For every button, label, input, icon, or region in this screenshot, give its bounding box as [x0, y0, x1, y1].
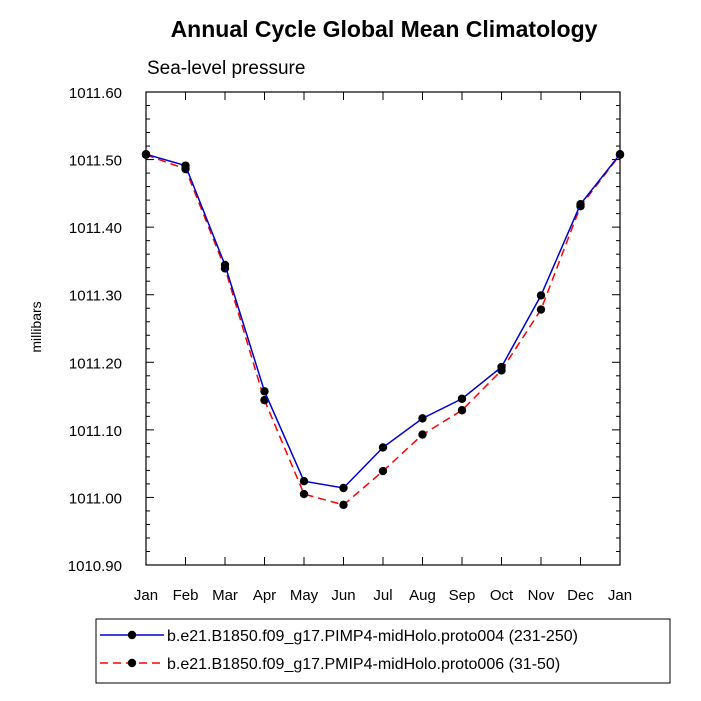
x-tick-label: Mar	[212, 587, 238, 604]
plot-frame	[145, 91, 621, 566]
series-1-point	[378, 443, 388, 452]
x-tick-label: Aug	[409, 587, 436, 604]
series-1-point	[260, 387, 269, 396]
series-1-point	[339, 483, 348, 493]
y-tick-label: 1011.40	[69, 220, 122, 237]
y-tick-label: 1011.20	[69, 355, 122, 372]
x-tick-label: May	[290, 587, 319, 604]
x-tick-label: Jun	[331, 587, 355, 604]
series-line-2	[145, 154, 621, 506]
series-1-point	[299, 477, 309, 486]
legend: b.e21.B1850.f09_g17.PIMP4-midHolo.proto0…	[95, 618, 671, 684]
x-tick-label: Jul	[373, 587, 392, 604]
series-2-point	[536, 305, 546, 314]
x-tick-label: Oct	[490, 587, 514, 604]
series-2-point	[260, 395, 269, 405]
tick-labels: Jan Feb Mar Apr May Jun Jul Aug Sep Oct Nov Dec Jan 1…	[68, 85, 632, 604]
series-2-point	[299, 489, 309, 499]
chart-title: Annual Cycle Global Mean Climatology	[171, 16, 598, 42]
y-tick-label: 1011.30	[69, 288, 122, 305]
series-1-point	[220, 260, 230, 270]
axis-ticks	[145, 91, 621, 566]
y-tick-label: 1010.90	[68, 558, 122, 575]
x-tick-label: Apr	[253, 587, 276, 604]
series-1-point	[457, 394, 467, 403]
y-tick-label: 1011.00	[69, 490, 122, 507]
legend-marker-2	[127, 658, 137, 668]
x-tick-label: Dec	[567, 587, 594, 604]
series-1-point	[576, 199, 585, 209]
series-2-point	[339, 500, 348, 510]
series-1-point	[536, 291, 546, 300]
series-layer	[141, 149, 625, 510]
legend-label-2: b.e21.B1850.f09_g17.PMIP4-midHolo.proto0…	[167, 656, 560, 673]
legend-marker-1	[127, 630, 137, 640]
x-tick-label: Jan	[608, 587, 632, 604]
series-1-point	[497, 362, 506, 372]
legend-label-1: b.e21.B1850.f09_g17.PIMP4-midHolo.proto0…	[167, 628, 578, 645]
chart-subtitle: Sea-level pressure	[147, 58, 305, 79]
y-tick-label: 1011.60	[69, 85, 122, 102]
series-2-point	[457, 406, 467, 415]
series-1-point	[181, 161, 190, 170]
x-tick-label: Feb	[173, 587, 199, 604]
legend-box	[95, 618, 671, 684]
series-1-point	[418, 414, 427, 423]
y-tick-label: 1011.10	[69, 423, 122, 440]
series-2-point	[378, 466, 388, 476]
x-tick-label: Jan	[134, 587, 158, 604]
y-tick-label: 1011.50	[69, 153, 122, 170]
y-axis-label: millibars	[28, 301, 44, 352]
series-2-point	[418, 430, 427, 439]
x-tick-label: Sep	[449, 587, 476, 604]
series-line-1	[145, 153, 621, 489]
x-tick-label: Nov	[528, 587, 555, 604]
